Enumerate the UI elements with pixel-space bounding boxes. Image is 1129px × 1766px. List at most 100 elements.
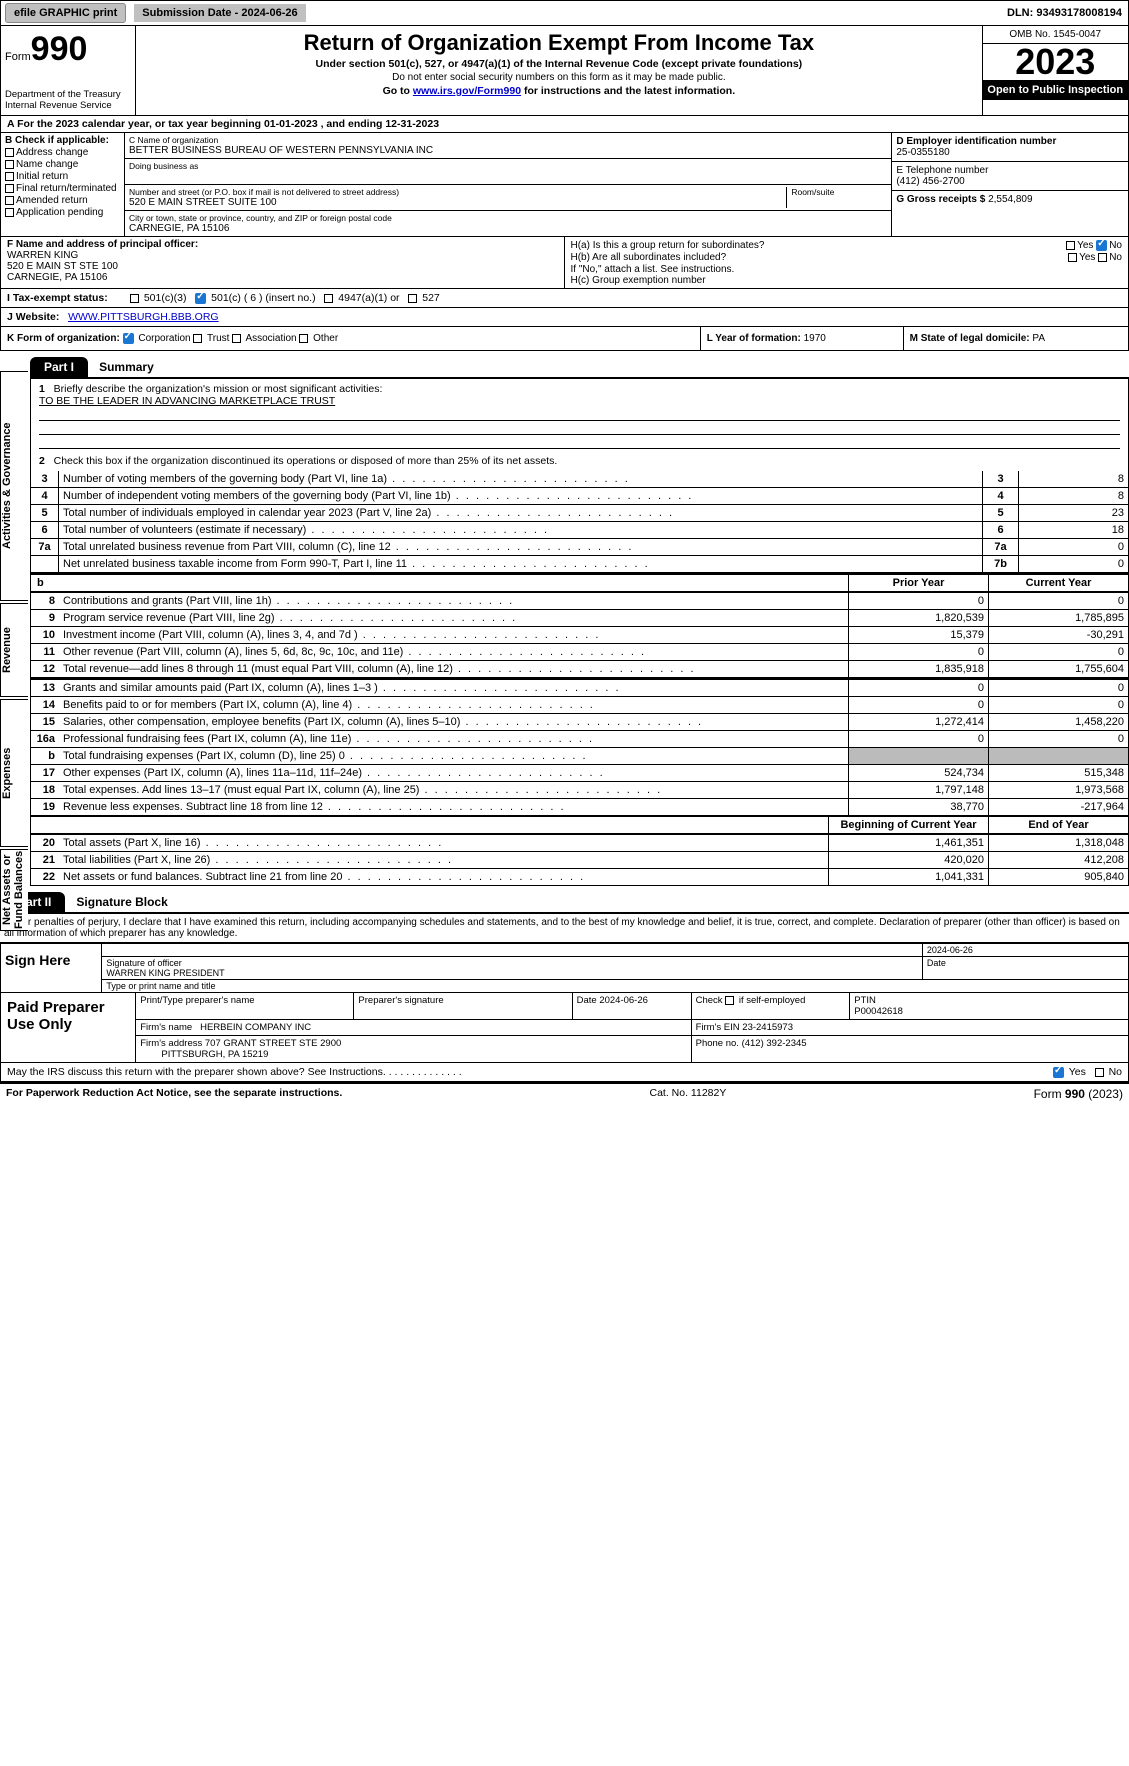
form-title: Return of Organization Exempt From Incom…	[140, 30, 977, 56]
city-state-zip: CARNEGIE, PA 15106	[129, 223, 229, 234]
side-activities: Activities & Governance	[0, 371, 28, 601]
box-h: H(a) Is this a group return for subordin…	[565, 237, 1129, 288]
form-header: Form990 Department of the Treasury Inter…	[0, 26, 1129, 116]
sign-here-block: Sign Here 2024-06-26 Signature of office…	[0, 942, 1129, 993]
header-right: OMB No. 1545-0047 2023 Open to Public In…	[982, 26, 1129, 115]
irs-link[interactable]: www.irs.gov/Form990	[413, 85, 521, 97]
side-expenses: Expenses	[0, 699, 28, 847]
header-left: Form990 Department of the Treasury Inter…	[1, 26, 136, 115]
org-name: BETTER BUSINESS BUREAU OF WESTERN PENNSY…	[129, 145, 433, 156]
gross-receipts: 2,554,809	[988, 194, 1033, 205]
part1-box: 1 Briefly describe the organization's mi…	[30, 377, 1129, 886]
year-formation: 1970	[804, 333, 826, 344]
telephone: (412) 456-2700	[896, 176, 964, 187]
row-17: 17Other expenses (Part IX, column (A), l…	[31, 764, 1128, 781]
firm-ein: 23-2415973	[742, 1022, 793, 1033]
cb-corp[interactable]	[123, 333, 134, 344]
row-16a: 16aProfessional fundraising fees (Part I…	[31, 730, 1128, 747]
row-19: 19Revenue less expenses. Subtract line 1…	[31, 798, 1128, 815]
page-footer: For Paperwork Reduction Act Notice, see …	[0, 1082, 1129, 1104]
cb-address-change[interactable]: Address change	[5, 147, 120, 158]
firm-name: HERBEIN COMPANY INC	[200, 1022, 311, 1033]
row-b: bTotal fundraising expenses (Part IX, co…	[31, 747, 1128, 764]
col-current-year: Current Year	[988, 575, 1128, 591]
cb-501c3[interactable]	[130, 294, 139, 303]
p1-line-7a: 7aTotal unrelated business revenue from …	[31, 539, 1128, 556]
tax-year: 2023	[983, 44, 1129, 80]
header-center: Return of Organization Exempt From Incom…	[136, 26, 981, 115]
p1-line-6: 6Total number of volunteers (estimate if…	[31, 522, 1128, 539]
cb-final-return[interactable]: Final return/terminated	[5, 183, 120, 194]
row-9: 9Program service revenue (Part VIII, lin…	[31, 609, 1128, 626]
part1-header: Part I	[30, 357, 88, 377]
cat-no: Cat. No. 11282Y	[650, 1087, 727, 1101]
efile-button[interactable]: efile GRAPHIC print	[5, 3, 126, 23]
dln-label: DLN: 93493178008194	[1001, 4, 1128, 22]
state-domicile: PA	[1032, 333, 1045, 344]
officer-sig-name: WARREN KING PRESIDENT	[106, 968, 224, 978]
cb-501c[interactable]	[195, 293, 206, 304]
row-11: 11Other revenue (Part VIII, column (A), …	[31, 643, 1128, 660]
box-b: B Check if applicable: Address change Na…	[1, 133, 125, 236]
col-prior-year: Prior Year	[848, 575, 988, 591]
cb-trust[interactable]	[193, 334, 202, 343]
cb-app-pending[interactable]: Application pending	[5, 207, 120, 218]
col-end-year: End of Year	[988, 817, 1128, 833]
firm-phone: (412) 392-2345	[742, 1038, 807, 1049]
row-12: 12Total revenue—add lines 8 through 11 (…	[31, 660, 1128, 677]
p1-line-7b: Net unrelated business taxable income fr…	[31, 556, 1128, 573]
p1-line-5: 5Total number of individuals employed in…	[31, 505, 1128, 522]
row-18: 18Total expenses. Add lines 13–17 (must …	[31, 781, 1128, 798]
cb-ha-yes[interactable]	[1066, 241, 1075, 250]
cb-name-change[interactable]: Name change	[5, 159, 120, 170]
row-10: 10Investment income (Part VIII, column (…	[31, 626, 1128, 643]
ein: 25-0355180	[896, 147, 949, 158]
part1-title: Summary	[99, 360, 154, 374]
submission-date-box: Submission Date - 2024-06-26	[134, 4, 305, 22]
row-22: 22Net assets or fund balances. Subtract …	[31, 868, 1128, 885]
mission-text: TO BE THE LEADER IN ADVANCING MARKETPLAC…	[39, 395, 335, 407]
row-tax-status: I Tax-exempt status: 501(c)(3) 501(c) ( …	[0, 289, 1129, 308]
col-begin-year: Beginning of Current Year	[828, 817, 988, 833]
website-link[interactable]: WWW.PITTSBURGH.BBB.ORG	[68, 311, 219, 323]
cb-initial-return[interactable]: Initial return	[5, 171, 120, 182]
cb-hb-yes[interactable]	[1068, 253, 1077, 262]
cb-hb-no[interactable]	[1098, 253, 1107, 262]
top-bar: efile GRAPHIC print Submission Date - 20…	[0, 0, 1129, 26]
row-14: 14Benefits paid to or for members (Part …	[31, 696, 1128, 713]
p1-line-4: 4Number of independent voting members of…	[31, 488, 1128, 505]
cb-ha-no[interactable]	[1096, 240, 1107, 251]
row-klm: K Form of organization: Corporation Trus…	[0, 327, 1129, 351]
box-d-e-g: D Employer identification number25-03551…	[891, 133, 1128, 236]
cb-other[interactable]	[299, 334, 308, 343]
boxes-bcd: B Check if applicable: Address change Na…	[0, 133, 1129, 237]
row-20: 20Total assets (Part X, line 16) 1,461,3…	[31, 834, 1128, 851]
row-13: 13Grants and similar amounts paid (Part …	[31, 679, 1128, 696]
dept-label: Department of the Treasury Internal Reve…	[5, 89, 131, 111]
box-c: C Name of organizationBETTER BUSINESS BU…	[125, 133, 891, 236]
cb-527[interactable]	[408, 294, 417, 303]
open-inspection: Open to Public Inspection	[983, 80, 1129, 100]
officer-name: WARREN KING	[7, 250, 78, 261]
boxes-fh: F Name and address of principal officer:…	[0, 237, 1129, 289]
row-website: J Website: WWW.PITTSBURGH.BBB.ORG	[0, 308, 1129, 327]
cb-discuss-no[interactable]	[1095, 1068, 1104, 1077]
cb-amended[interactable]: Amended return	[5, 195, 120, 206]
paid-preparer-block: Paid Preparer Use Only Print/Type prepar…	[0, 993, 1129, 1063]
instructions-line: Go to www.irs.gov/Form990 for instructio…	[140, 85, 977, 97]
street-address: 520 E MAIN STREET SUITE 100	[129, 197, 277, 208]
side-revenue: Revenue	[0, 603, 28, 697]
row-15: 15Salaries, other compensation, employee…	[31, 713, 1128, 730]
cb-self-employed[interactable]	[725, 996, 734, 1005]
discuss-row: May the IRS discuss this return with the…	[0, 1063, 1129, 1082]
line-a: A For the 2023 calendar year, or tax yea…	[0, 116, 1129, 133]
side-net-assets: Net Assets or Fund Balances	[0, 849, 28, 931]
ptin: P00042618	[854, 1006, 903, 1017]
perjury-text: Under penalties of perjury, I declare th…	[0, 912, 1129, 942]
row-21: 21Total liabilities (Part X, line 26) 42…	[31, 851, 1128, 868]
cb-discuss-yes[interactable]	[1053, 1067, 1064, 1078]
row-8: 8Contributions and grants (Part VIII, li…	[31, 592, 1128, 609]
cb-assoc[interactable]	[232, 334, 241, 343]
cb-4947[interactable]	[324, 294, 333, 303]
box-f: F Name and address of principal officer:…	[1, 237, 565, 288]
